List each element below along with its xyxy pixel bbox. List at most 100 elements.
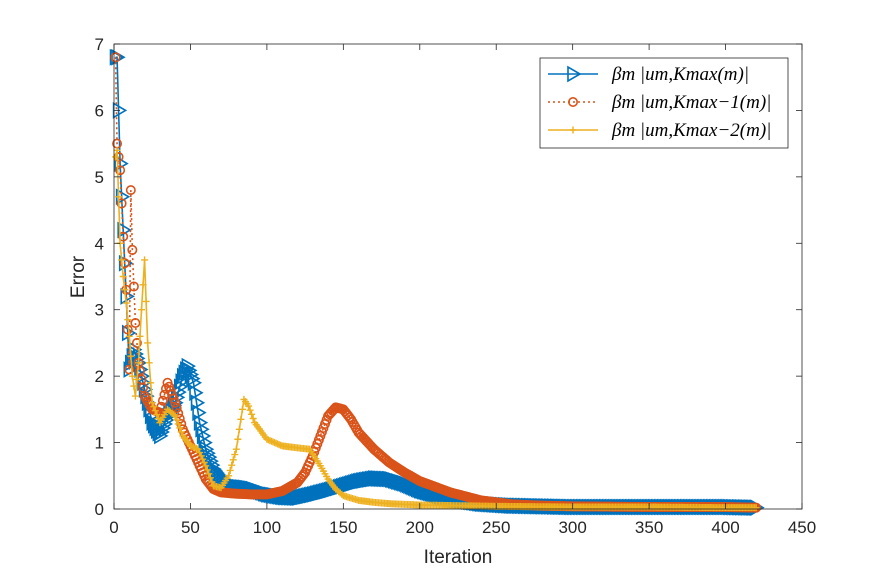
series-3-point [119,273,127,280]
legend-entry-label: βm |um,Kmax(m)| [611,64,749,85]
series-3-point [238,405,246,413]
series-1-point [192,404,207,422]
x-tick-label: 50 [181,518,200,537]
x-tick-label: 200 [406,518,434,537]
x-tick-label: 0 [109,518,118,537]
series-2-point [170,397,181,408]
series-1-point [112,102,128,119]
series-3-point [202,462,210,470]
series-3-point [171,412,179,420]
y-axis-label: Error [68,255,89,298]
series-2-point [119,258,130,269]
series-3-point [173,416,181,424]
series-1-point [187,374,203,392]
series-2-point [115,165,126,176]
series-3-point [133,375,141,383]
series-3-point [196,449,204,457]
legend-swatch-marker [567,65,582,83]
series-3-point [249,414,257,422]
series-2-point [298,469,309,480]
series-2-point [130,317,141,328]
series-2-point [157,395,168,406]
series-1-point [193,414,209,432]
series-3-point [235,425,243,433]
series-3-point [225,472,233,480]
y-tick-label: 0 [95,500,104,519]
series-3-point [138,306,146,314]
series-3-point [144,339,152,347]
y-tick-label: 1 [95,434,104,453]
series-3-point [122,299,130,307]
series-3-point [121,286,129,294]
series-3-point [148,399,156,407]
series-layer [109,48,765,517]
y-tick-label: 4 [95,234,104,253]
y-tick-label: 5 [95,168,104,187]
series-3-point [226,466,234,474]
series-3-point [112,153,120,161]
series-3-point [141,256,149,264]
series-3-point [231,451,239,459]
series-3-point [130,382,138,390]
series-3-point [246,406,254,414]
series-3-point [145,359,153,367]
series-3-point [245,402,253,410]
series-3-point [248,410,256,418]
series-2-point [118,231,129,242]
series-3-point [203,466,211,474]
ticks-layer: 0 50 100 150 200 250 300 350 400 450 0 1 2 3 4 5 6 7 [95,35,817,537]
series-3-point [118,256,126,264]
series-2-point [110,52,121,63]
series-2-point [131,337,142,348]
series-3-point [197,452,205,460]
x-axis-label: Iteration [424,547,493,568]
series-3-point [177,428,185,436]
x-tick-label: 400 [711,518,739,537]
legend-swatch-marker [567,97,578,108]
legend-entry-label: βm |um,Kmax−1(m)| [611,92,771,113]
y-tick-label: 6 [95,101,104,120]
series-3-point [176,424,184,432]
series-3-point [128,372,136,380]
series-1-point [196,427,212,445]
series-3-point [154,415,162,423]
x-tick-label: 300 [558,518,586,537]
series-2-point [124,364,135,375]
series-3-point [139,281,147,289]
y-tick-label: 7 [95,35,104,54]
x-tick-label: 250 [482,518,510,537]
series-3-point [199,455,207,463]
series-1-point [173,378,189,396]
series-2-point [128,281,139,292]
series-2-point [171,403,182,414]
series-2-point [125,185,136,196]
series-3-point [142,297,150,305]
legend-entry-label: βm |um,Kmax−2(m)| [611,120,771,141]
series-1-point [190,394,206,412]
series-3-point [147,379,155,387]
legend-swatch-marker [569,126,577,134]
series-3-point [113,146,121,154]
series-3-point [228,461,236,469]
series-3-point [232,445,240,453]
y-tick-label: 3 [95,301,104,320]
series-1-point [117,221,132,239]
series-3-point [208,478,216,486]
legend: βm |um,Kmax(m)| βm |um,Kmax−1(m)| βm |um,K… [539,57,789,149]
series-3-point [194,445,202,453]
series-3-point [234,435,242,443]
series-1-point [195,420,210,438]
series-1-point [186,370,201,388]
series-3-point [752,504,760,512]
series-3-point [115,193,123,201]
series-3-point [206,474,214,482]
series-1-point [120,288,135,305]
series-3-point [205,470,213,478]
series-3-point [127,352,135,360]
legend-box [539,57,789,149]
series-3-point [200,459,208,466]
y-tick-label: 2 [95,367,104,386]
series-3-point [136,332,144,340]
series-3-point [170,411,178,419]
series-2-point [116,198,127,209]
